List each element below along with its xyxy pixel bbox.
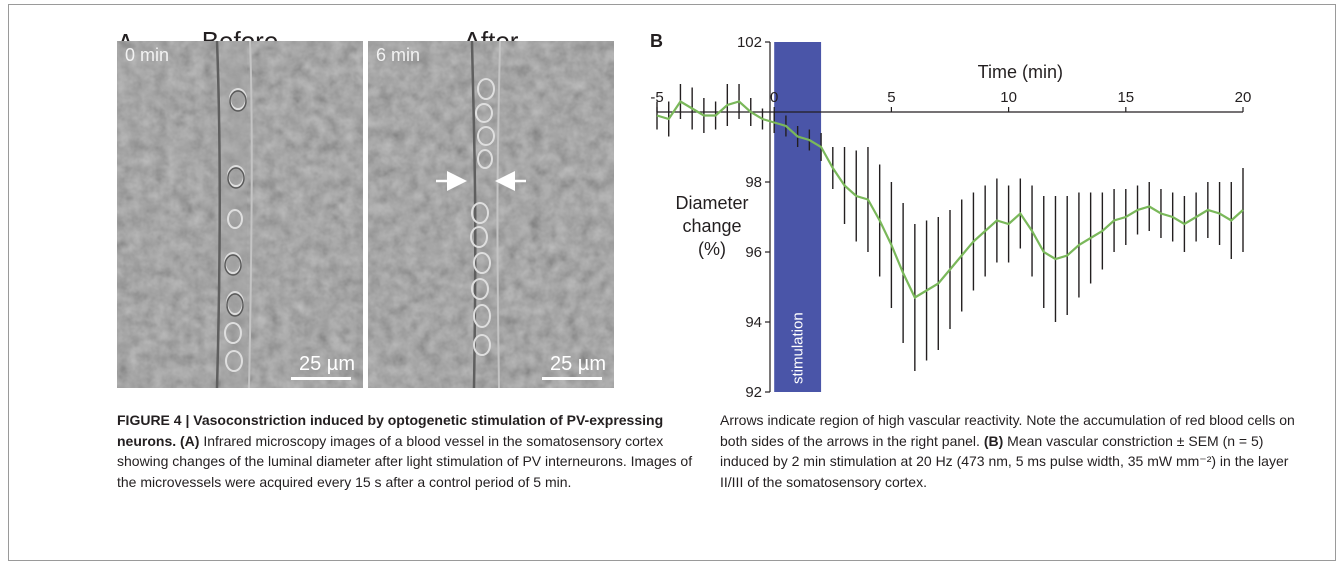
y-axis-label-line-2: change: [682, 216, 741, 236]
panel-b-letter: B: [650, 31, 663, 51]
x-tick-label--5: -5: [650, 89, 663, 106]
y-tick-label-94: 94: [745, 314, 762, 331]
mean-line: [656, 100, 1244, 300]
before-scale-label: 25 µm: [299, 353, 355, 375]
after-time-label: 6 min: [376, 45, 421, 65]
figure-frame: [8, 4, 1336, 561]
x-tick-label-10: 10: [1000, 89, 1017, 106]
y-tick-label-96: 96: [745, 244, 762, 261]
after-scale-bar: [542, 377, 602, 380]
y-tick-label-102: 102: [737, 34, 762, 51]
caption-b-text: Mean vascular constriction ± SEM (n = 5)…: [720, 432, 1289, 490]
stimulation-band: [774, 42, 822, 392]
caption-right: Arrows indicate region of high vascular …: [720, 410, 1305, 492]
after-scale-label: 25 µm: [550, 353, 606, 375]
caption-a-label: (A): [180, 432, 200, 449]
before-micrograph-image: [117, 41, 363, 388]
after-micrograph-image: [368, 41, 614, 388]
y-axis-label-line-1: Diameter: [675, 193, 748, 213]
caption-b-pre: Arrows indicate region of high vascular …: [720, 412, 1295, 449]
after-micrograph: 6 min 25 µm: [368, 41, 614, 388]
before-time-label: 0 min: [125, 45, 170, 65]
caption-left: FIGURE 4 | Vasoconstriction induced by o…: [117, 410, 697, 492]
caption-b-label: (B): [983, 432, 1004, 449]
x-tick-label-15: 15: [1117, 89, 1134, 106]
x-tick-label-5: 5: [887, 89, 895, 106]
stimulation-label: stimulation: [790, 312, 807, 384]
before-scale-bar: [291, 377, 351, 380]
y-tick-label-98: 98: [745, 174, 762, 191]
y-axis-label-line-3: (%): [698, 239, 726, 259]
before-micrograph: 0 min 25 µm: [117, 41, 363, 388]
y-tick-label-92: 92: [745, 384, 762, 401]
caption-a-text: Infrared microscopy images of a blood ve…: [117, 432, 693, 490]
x-tick-label-0: 0: [770, 89, 778, 106]
x-axis-label: Time (min): [978, 62, 1063, 82]
diameter-chart: stimulation 92 94 96 98 102 -5 0 5 10 15 20 Time (mi…: [650, 34, 1252, 401]
caption-heading: FIGURE 4 | Vasoconstriction induced by o…: [117, 412, 664, 449]
x-tick-label-20: 20: [1235, 89, 1252, 106]
